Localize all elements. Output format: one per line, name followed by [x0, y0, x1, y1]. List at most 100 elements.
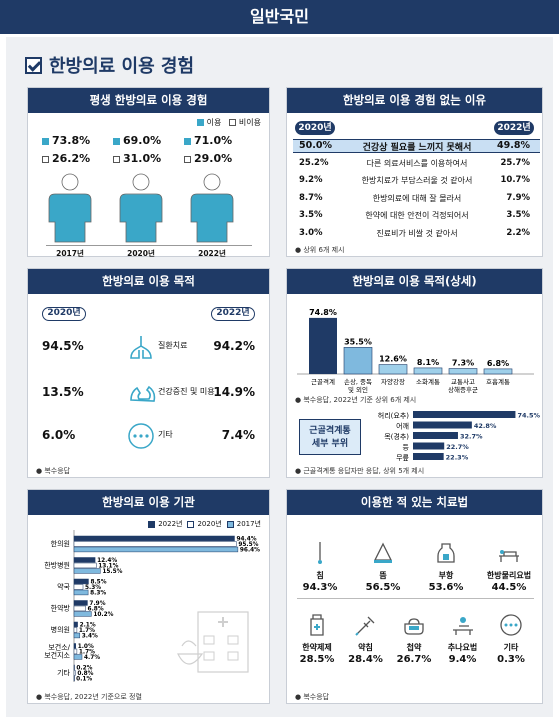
reason-2020-value: 3.0% [299, 227, 323, 238]
person-outline [190, 173, 234, 243]
institution-panel: 한방의료 이용 기관 2022년 2020년 2017년 한의원 94.4% 95.5%… [27, 489, 270, 704]
institution-bar [73, 670, 76, 676]
reason-label: 한방의료에 대해 잘 몰라서 [372, 193, 462, 203]
use-value-label: 71.0% [184, 134, 232, 147]
reason-2020-value: 3.5% [299, 210, 323, 220]
checkbox-icon [25, 56, 42, 74]
bar-value-label: 35.5% [344, 337, 372, 346]
nonuse-value-label: 26.2% [42, 152, 90, 165]
bar [309, 317, 337, 374]
moxa-base [374, 560, 392, 563]
nonuse-value-text: 29.0% [194, 152, 233, 165]
institution-bar [73, 541, 237, 547]
institution-value: 0.1% [76, 677, 92, 683]
institution-title: 한방의료 이용 기관 [28, 490, 269, 515]
institution-value: 15.5% [102, 569, 122, 575]
lungs-path [130, 336, 152, 359]
moxibustion-icon [373, 542, 393, 563]
reasons-title: 한방의료 이용 경험 없는 이유 [287, 88, 542, 113]
use-value-text: 71.0% [194, 134, 233, 147]
purpose-label: 질환치료 [158, 341, 188, 350]
institution-bar [73, 632, 81, 639]
person-figure-icon [190, 173, 234, 243]
cupping-icon [437, 543, 455, 563]
syringe-tip [354, 632, 359, 636]
purpose-2020-value: 94.5% [42, 339, 84, 353]
purpose-2022-value: 94.2% [213, 339, 255, 353]
legend-use-label: 이용 [206, 118, 222, 127]
bar [413, 367, 443, 375]
chuna-shape [452, 625, 473, 635]
row-divider [297, 598, 534, 599]
dots-circle [500, 614, 522, 636]
legend-label: 2022년 [158, 520, 183, 528]
category-label: 호흡계통 [486, 377, 510, 386]
institution-bar [73, 557, 96, 563]
nonuse-value-label: 29.0% [184, 152, 232, 165]
body-part-value: 74.5% [517, 412, 540, 420]
institution-bar [73, 600, 88, 606]
institution-bar [73, 621, 78, 628]
legend-swatch [226, 520, 234, 528]
reasons-highlight-bar [293, 139, 540, 153]
treatment-value: 28.4% [348, 654, 383, 665]
header-title: 일반국민 [250, 7, 309, 26]
category-label: 소화계통 [416, 377, 440, 386]
institution-value: 10.2% [93, 612, 113, 618]
treatment-value: 9.4% [448, 654, 477, 665]
herbal-pot-icon [404, 618, 424, 635]
institution-value: 96.4% [240, 548, 260, 554]
badge-line1: 근골격계통 [309, 426, 351, 436]
baseline [46, 245, 252, 246]
institution-value: 94.4% [236, 537, 256, 543]
institution-value: 8.3% [90, 591, 106, 597]
dot [514, 623, 518, 627]
institution-value: 1.0% [78, 644, 94, 650]
syringe-shape [357, 616, 374, 634]
reason-2020-value: 50.0% [299, 140, 332, 151]
institution-value: 0.2% [76, 666, 92, 672]
treatment-label: 부항 [438, 571, 454, 580]
reason-label: 한약에 대한 안전이 걱정되어서 [365, 211, 469, 220]
pot-fill [409, 626, 419, 630]
window [227, 635, 239, 645]
institution-bar [73, 675, 75, 682]
treatment-panel: 이용한 적 있는 치료법 침 94.3% 뜸 56.5% 부항 53.6% 한방물리요법 44… [286, 489, 543, 704]
year-2020-pill: 2020년 [295, 121, 335, 135]
institution-bar [73, 643, 76, 649]
reason-2022-value: 3.5% [506, 210, 530, 220]
experience-title: 평생 한방의료 이용 경험 [28, 88, 269, 113]
needle-head [318, 560, 322, 564]
bottle-cross [314, 624, 320, 630]
year-label: 2022년 [198, 249, 226, 258]
nonuse-value-text: 26.2% [52, 152, 91, 165]
window [227, 651, 239, 661]
window [203, 651, 215, 661]
reason-2020-value: 9.2% [299, 175, 323, 185]
treatment-label: 한방물리요법 [486, 571, 532, 580]
institution-footnote: ● 복수응답, 2022년 기준으로 정렬 [36, 693, 142, 701]
reason-2022-value: 7.9% [506, 192, 530, 203]
needle-icon [318, 542, 322, 564]
category-label: 자양강장 [381, 377, 405, 386]
reason-2022-value: 2.2% [506, 227, 530, 238]
chuna-icon [452, 617, 473, 635]
purpose-2022-value: 7.4% [221, 428, 255, 442]
treatment-value: 56.5% [365, 582, 401, 593]
therapist-head [459, 617, 466, 623]
institution-bar [73, 578, 89, 585]
body-part-label: 허리(요추) [378, 411, 409, 420]
treatment-label: 약침 [358, 643, 373, 652]
institution-value: 95.5% [238, 542, 258, 548]
institution-label: 약국 [57, 582, 70, 591]
experience-legend: 이용 비이용 [196, 117, 261, 128]
muscle-icon [130, 385, 156, 402]
body-part-chart: 허리(요추) 74.5% 어깨 42.8% 목(경추) 32.7% 등 22.7% 무릎 22.3… [378, 411, 540, 462]
person-figure-icon [119, 173, 163, 243]
body-part-value: 22.3% [446, 454, 469, 462]
person-figure-icon [48, 173, 92, 243]
legend-nonuse-swatch [228, 119, 236, 126]
purpose-detail-chart: 74.8% 근골격계 35.5% 손상, 중독 및 외인 12.6% 자양강장 8.1% 소화계… [297, 308, 534, 394]
bar-value-label: 12.6% [379, 355, 407, 364]
bar-value-label: 6.8% [487, 359, 509, 368]
